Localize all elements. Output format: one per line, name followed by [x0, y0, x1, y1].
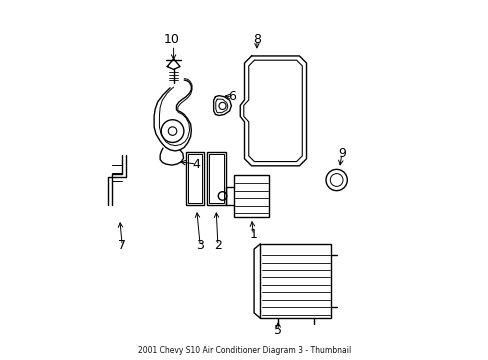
Text: 10: 10 — [163, 33, 180, 46]
Text: 5: 5 — [274, 324, 282, 337]
Text: 8: 8 — [252, 33, 261, 46]
Bar — [185, 152, 204, 205]
Text: 6: 6 — [228, 90, 236, 103]
Bar — [207, 152, 225, 205]
Text: 3: 3 — [196, 239, 203, 252]
Text: 7: 7 — [118, 239, 126, 252]
Text: 2: 2 — [214, 239, 222, 252]
Text: 4: 4 — [192, 158, 200, 171]
Bar — [233, 175, 269, 217]
Bar — [188, 154, 202, 203]
Bar — [260, 244, 331, 318]
Text: 2001 Chevy S10 Air Conditioner Diagram 3 - Thumbnail: 2001 Chevy S10 Air Conditioner Diagram 3… — [138, 346, 350, 355]
Bar — [209, 154, 223, 203]
Text: 1: 1 — [249, 229, 257, 242]
Text: 9: 9 — [337, 147, 345, 160]
